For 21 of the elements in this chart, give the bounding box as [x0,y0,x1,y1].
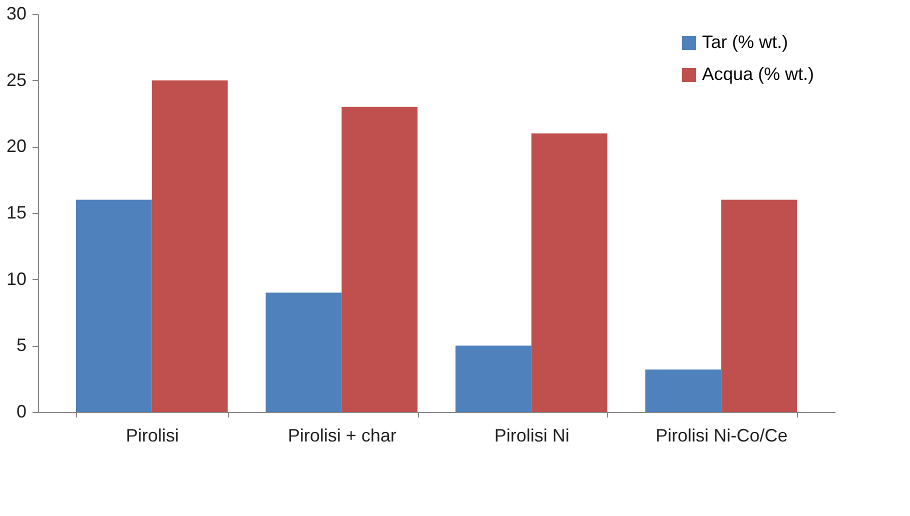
bar [342,106,418,412]
bar [721,200,798,412]
x-tick-label: Pirolisi Ni-Co/Ce [656,426,788,446]
bar [266,292,342,412]
bar [152,80,228,412]
legend-label: Acqua (% wt.) [702,64,814,84]
x-tick-label: Pirolisi + char [288,426,396,446]
y-tick-label: 10 [6,268,26,289]
bar [455,346,532,412]
y-tick-label: 15 [6,202,26,222]
x-tick-label: Pirolisi [126,426,179,446]
x-tick-label: Pirolisi Ni [494,426,570,446]
bar [531,133,608,412]
bar [76,200,152,412]
y-tick-label: 0 [16,402,26,422]
legend-label: Tar (% wt.) [702,32,788,52]
y-tick-label: 25 [6,70,26,90]
y-tick-label: 5 [16,335,26,356]
y-tick-label: 30 [6,4,26,24]
y-tick-label: 20 [6,136,26,156]
bar [645,370,722,412]
